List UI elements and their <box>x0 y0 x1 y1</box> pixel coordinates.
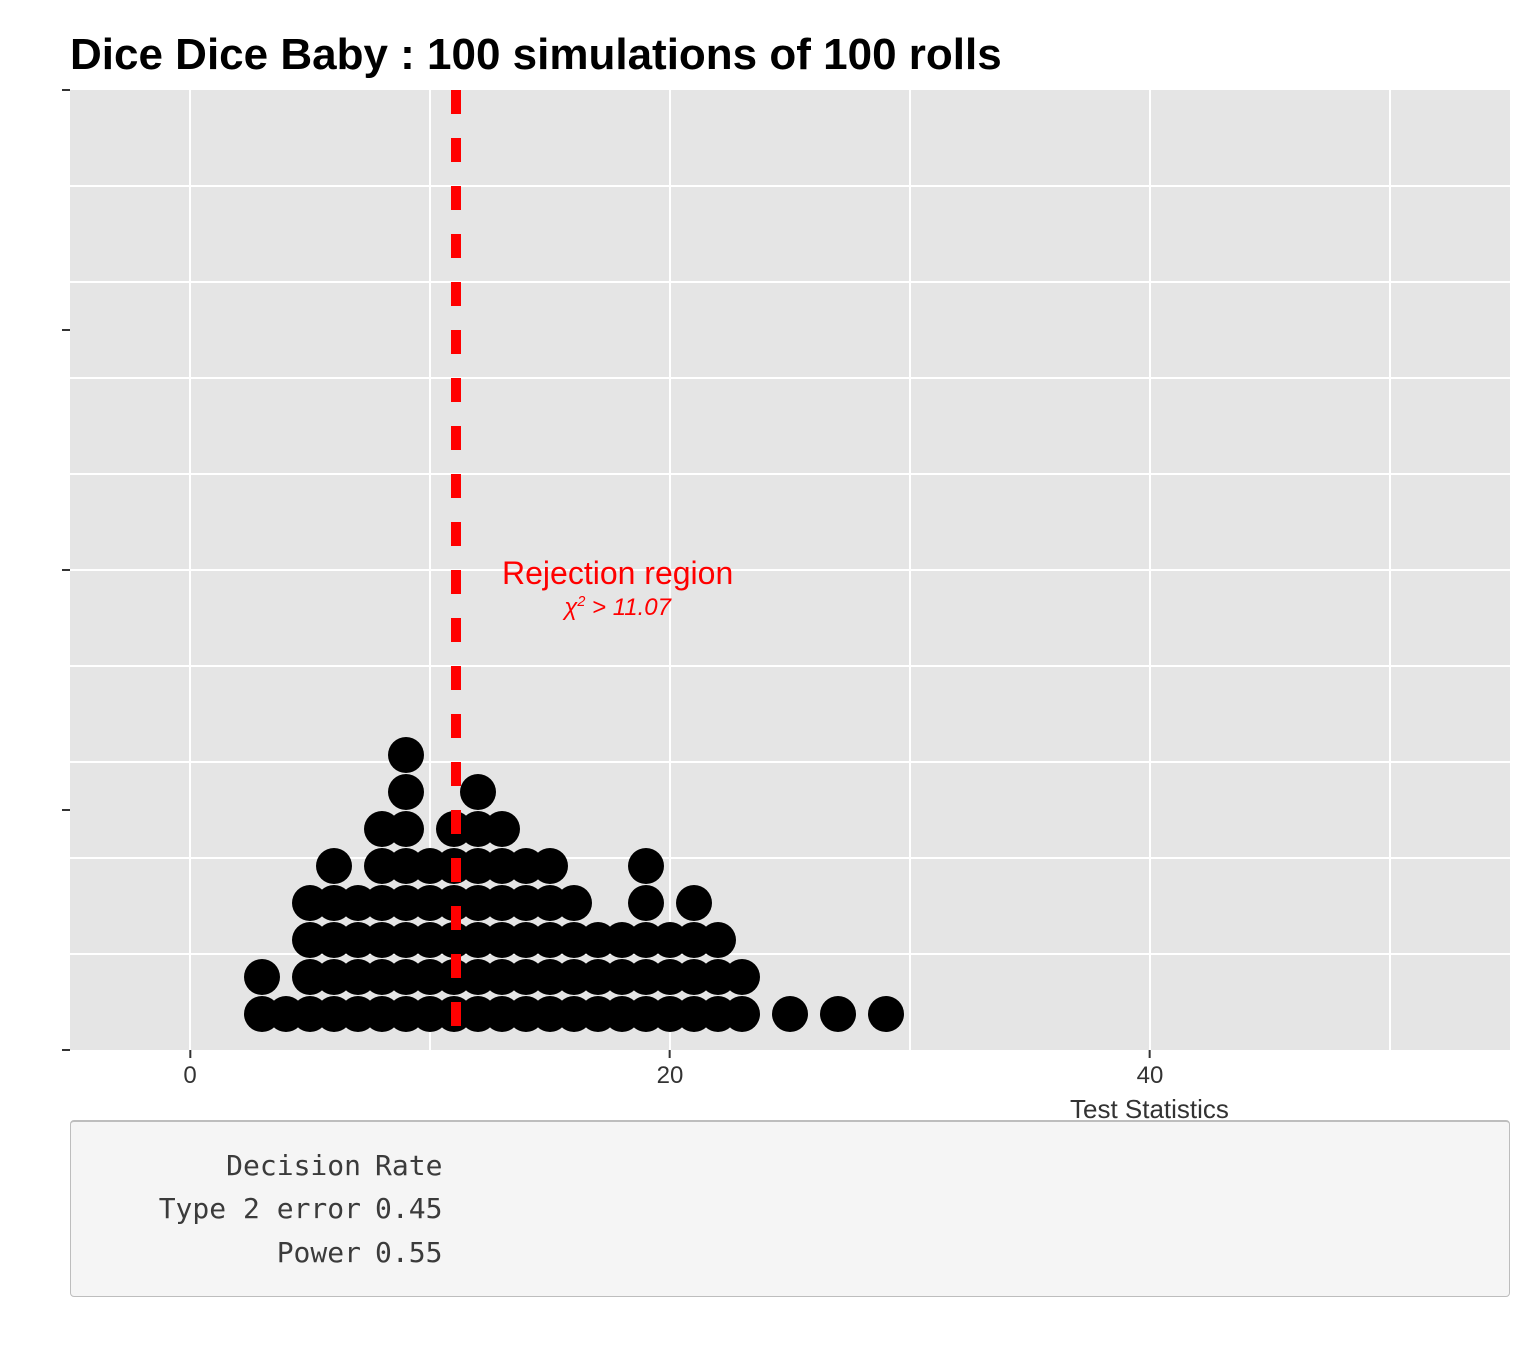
x-tick-label: 20 <box>657 1062 684 1090</box>
table-header-row: Decision Rate <box>101 1144 1479 1187</box>
data-dot <box>316 848 352 884</box>
x-tick-label: 0 <box>183 1062 196 1090</box>
table-row: Power 0.55 <box>101 1231 1479 1274</box>
gridline-horizontal <box>70 857 1510 859</box>
x-tick: 40 <box>1137 1050 1164 1090</box>
row-value: 0.55 <box>375 1231 442 1274</box>
x-tick-mark <box>1149 1050 1151 1058</box>
header-rate: Rate <box>375 1144 442 1187</box>
data-dot <box>820 996 856 1032</box>
row-value: 0.45 <box>375 1187 442 1230</box>
row-label: Power <box>101 1231 375 1274</box>
gridline-horizontal <box>70 953 1510 955</box>
data-dot <box>724 996 760 1032</box>
data-dot <box>388 774 424 810</box>
y-tick-mark <box>62 89 70 91</box>
gridline-horizontal <box>70 761 1510 763</box>
row-label: Type 2 error <box>101 1187 375 1230</box>
data-dot <box>628 848 664 884</box>
data-dot <box>724 959 760 995</box>
gridline-horizontal <box>70 185 1510 187</box>
data-dot <box>484 811 520 847</box>
gridline-horizontal <box>70 281 1510 283</box>
data-dot <box>388 737 424 773</box>
y-tick-container <box>60 90 70 1050</box>
data-dot <box>676 885 712 921</box>
x-tick-mark <box>669 1050 671 1058</box>
x-tick: 20 <box>657 1050 684 1090</box>
gridline-horizontal <box>70 665 1510 667</box>
data-dot <box>628 885 664 921</box>
data-dot <box>556 885 592 921</box>
data-dot <box>388 811 424 847</box>
rejection-label-main: Rejection region <box>502 555 733 592</box>
data-dot <box>244 959 280 995</box>
x-tick-container: 0 20 40 <box>70 1050 1510 1100</box>
rejection-line <box>451 90 461 1050</box>
header-decision: Decision <box>101 1144 375 1187</box>
y-tick-mark <box>62 809 70 811</box>
gridline-horizontal <box>70 377 1510 379</box>
y-tick-mark <box>62 1049 70 1051</box>
x-axis-label: Test Statistics <box>1070 1094 1229 1125</box>
y-tick-mark <box>62 569 70 571</box>
plot-area: Rejection regionχ2 > 11.07 <box>70 90 1510 1050</box>
table-row: Type 2 error 0.45 <box>101 1187 1479 1230</box>
x-tick: 0 <box>183 1050 196 1090</box>
x-tick-mark <box>189 1050 191 1058</box>
data-dot <box>700 922 736 958</box>
rejection-label-sub: χ2 > 11.07 <box>502 594 733 622</box>
decision-table: Decision Rate Type 2 error 0.45 Power 0.… <box>70 1120 1510 1297</box>
y-tick-mark <box>62 329 70 331</box>
x-tick-label: 40 <box>1137 1062 1164 1090</box>
data-dot <box>868 996 904 1032</box>
chart-container: Rejection regionχ2 > 11.07 02040 Test St… <box>70 90 1510 1100</box>
data-dot <box>772 996 808 1032</box>
data-dot <box>532 848 568 884</box>
chart-title: Dice Dice Baby : 100 simulations of 100 … <box>70 30 1488 80</box>
rejection-label: Rejection regionχ2 > 11.07 <box>502 555 733 622</box>
gridline-horizontal <box>70 569 1510 571</box>
gridline-horizontal <box>70 473 1510 475</box>
data-dot <box>460 774 496 810</box>
